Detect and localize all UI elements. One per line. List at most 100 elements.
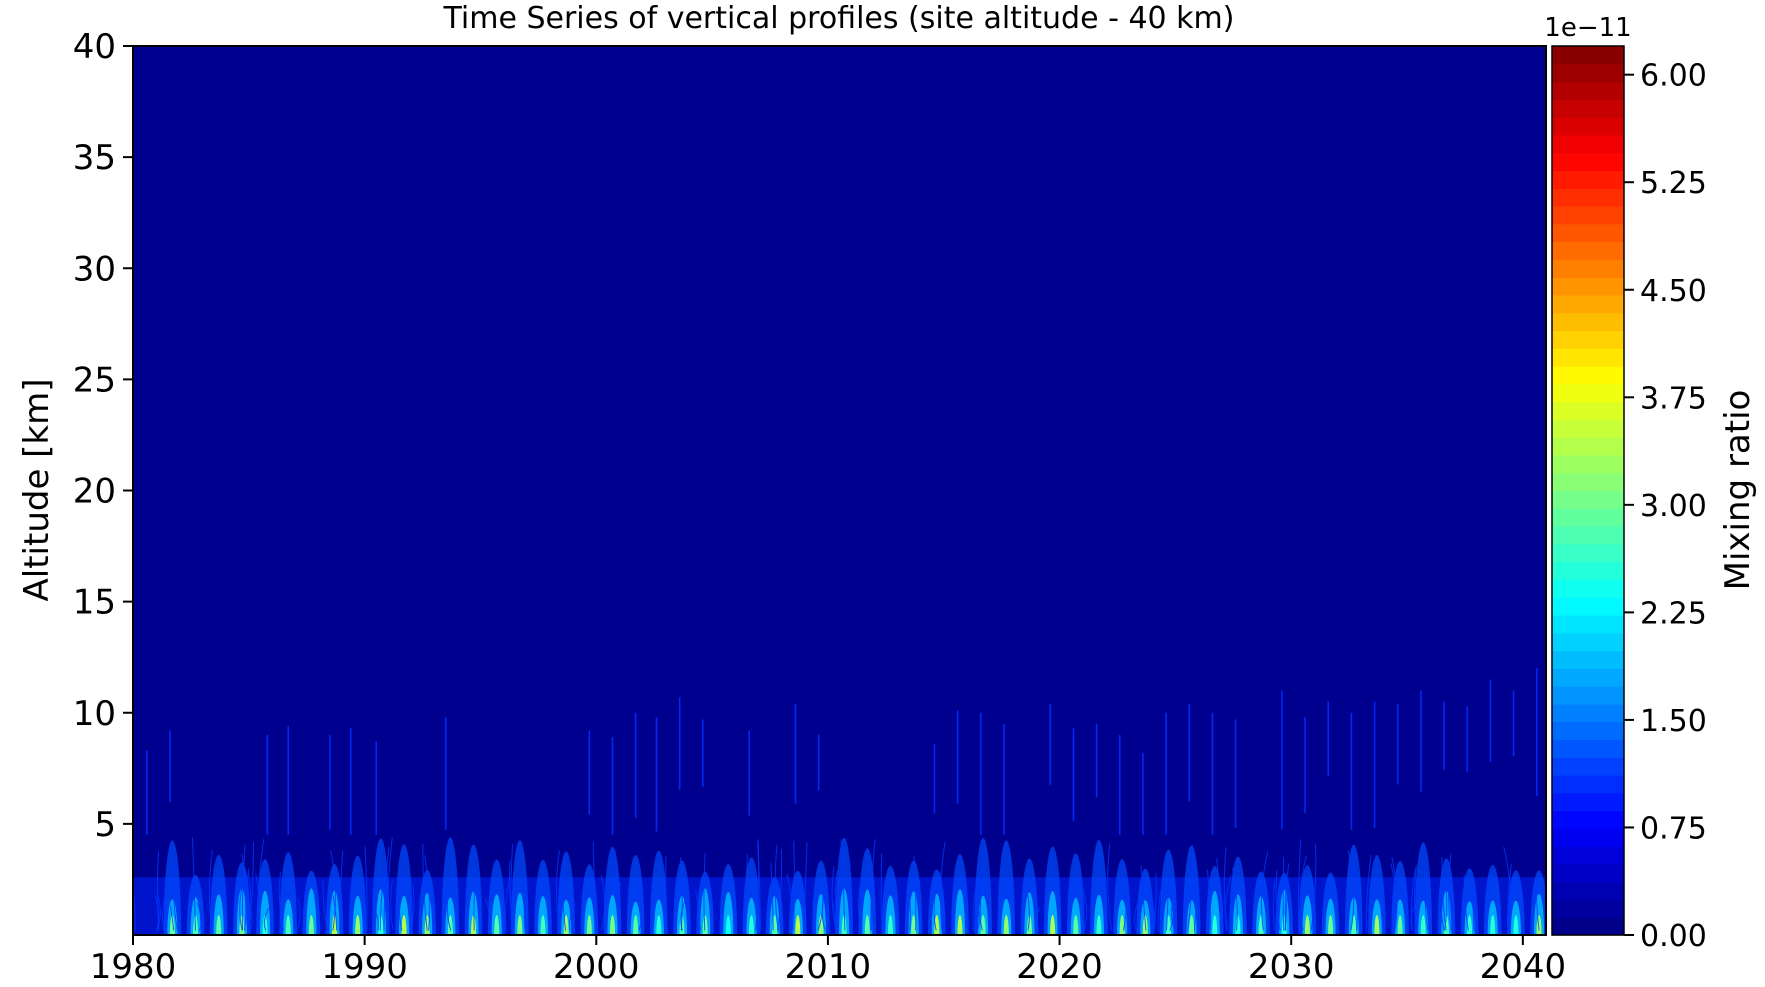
contour-wisp	[247, 872, 252, 931]
colorbar-band	[1552, 152, 1624, 172]
heatmap-layer	[133, 668, 1546, 935]
contour-wisp	[1535, 884, 1540, 931]
colorbar-band	[1552, 703, 1624, 723]
contour-wisp	[255, 872, 260, 931]
contour-wisp	[803, 842, 808, 931]
plume-mid	[306, 888, 317, 935]
colorbar-band	[1552, 277, 1624, 296]
contour-wisp	[1472, 886, 1476, 931]
contour-wisp	[1310, 843, 1317, 931]
colorbar-band	[1552, 170, 1624, 189]
contour-wisp	[169, 906, 175, 931]
contour-wisp	[191, 837, 196, 931]
contour-wisp	[1140, 865, 1147, 931]
plume-core	[748, 915, 755, 935]
colorbar-band	[1552, 330, 1624, 349]
contour-wisp	[154, 895, 160, 931]
colorbar-band	[1552, 241, 1624, 260]
colorbar-band	[1552, 312, 1624, 332]
contour-wisp	[908, 895, 911, 931]
colorbar-tick-label: 4.50	[1640, 274, 1707, 309]
plume-core	[1050, 915, 1056, 935]
contour-wisp	[600, 874, 606, 931]
contour-wisp	[371, 889, 377, 931]
contour-wisp	[637, 893, 643, 931]
y-tick-label: 35	[73, 138, 116, 178]
contour-wisp	[555, 850, 561, 931]
plume-core	[563, 915, 569, 935]
colorbar-band	[1552, 917, 1624, 936]
plume-mid	[491, 894, 502, 935]
colorbar-band	[1552, 188, 1624, 207]
plume-core	[795, 915, 801, 935]
plume-core	[633, 915, 639, 935]
contour-wisp	[510, 843, 514, 931]
contour-wisp	[278, 871, 285, 931]
colorbar-band	[1552, 508, 1624, 527]
colorbar-band	[1552, 846, 1624, 865]
contour-wisp	[508, 860, 515, 931]
plume-core	[262, 915, 268, 935]
contour-wisp	[1035, 906, 1041, 931]
contour-wisp	[1078, 877, 1088, 931]
contour-wisp	[409, 883, 415, 931]
chart-title: Time Series of vertical profiles (site a…	[443, 1, 1235, 36]
plume-core	[1003, 915, 1009, 935]
contour-wisp	[1297, 839, 1302, 931]
y-axis-label: Altitude [km]	[17, 378, 57, 601]
contour-wisp	[1275, 870, 1281, 931]
contour-wisp	[1169, 889, 1175, 931]
contour-wisp	[786, 873, 793, 931]
plume-outer	[997, 840, 1016, 935]
colorbar-band	[1552, 259, 1624, 278]
colorbar-band	[1552, 686, 1624, 705]
contour-wisp	[831, 866, 837, 931]
plume-outer	[1066, 853, 1085, 935]
contour-wisp	[1026, 892, 1030, 931]
colorbar-band	[1552, 721, 1624, 741]
contour-wisp	[592, 841, 598, 931]
colorbar-band	[1552, 117, 1624, 136]
x-tick-label: 1980	[90, 947, 177, 987]
contour-wisp	[1365, 854, 1372, 931]
contour-wisp	[1224, 875, 1232, 931]
contour-wisp	[1206, 869, 1212, 931]
contour-wisp	[1122, 887, 1128, 931]
contour-wisp	[913, 855, 917, 931]
colorbar-band	[1552, 472, 1624, 492]
contour-wisp	[617, 882, 621, 931]
colorbar-tick-label: 5.25	[1640, 166, 1707, 201]
contour-wisp	[1299, 855, 1307, 931]
plume-mid	[1047, 891, 1058, 935]
contour-wisp	[239, 871, 247, 931]
contour-wisp	[770, 862, 774, 931]
plume-core	[911, 915, 917, 935]
contour-wisp	[1507, 863, 1512, 931]
contour-wisp	[755, 839, 760, 931]
contour-wisp	[569, 904, 576, 931]
plume-core	[1304, 915, 1310, 935]
contour-wisp	[1351, 849, 1359, 931]
colorbar-frame	[1551, 45, 1625, 936]
colorbar-band	[1552, 383, 1624, 403]
contour-wisp	[664, 856, 667, 931]
contour-wisp	[1232, 867, 1238, 931]
contour-wisp	[383, 846, 390, 931]
contour-wisp	[742, 854, 748, 931]
contour-wisp	[870, 839, 876, 931]
plume-core	[957, 915, 963, 935]
contour-wisp	[1275, 902, 1280, 931]
contour-wisp	[1410, 902, 1417, 931]
contour-wisp	[484, 896, 491, 931]
contour-wisp	[364, 846, 368, 931]
contour-wisp	[1107, 843, 1113, 931]
plume-core	[725, 915, 731, 935]
plume-core	[1374, 915, 1380, 935]
plume-core	[540, 915, 546, 935]
contour-wisp	[976, 883, 982, 931]
plot-background	[133, 46, 1546, 935]
colorbar-band	[1552, 134, 1624, 154]
contour-wisp	[1448, 853, 1452, 931]
plume-mid	[723, 892, 734, 935]
colorbar: 0.00 0.75 1.50 2.25 3.00 3.75 4.50 5.25 6.00 1e−…	[1544, 13, 1758, 954]
